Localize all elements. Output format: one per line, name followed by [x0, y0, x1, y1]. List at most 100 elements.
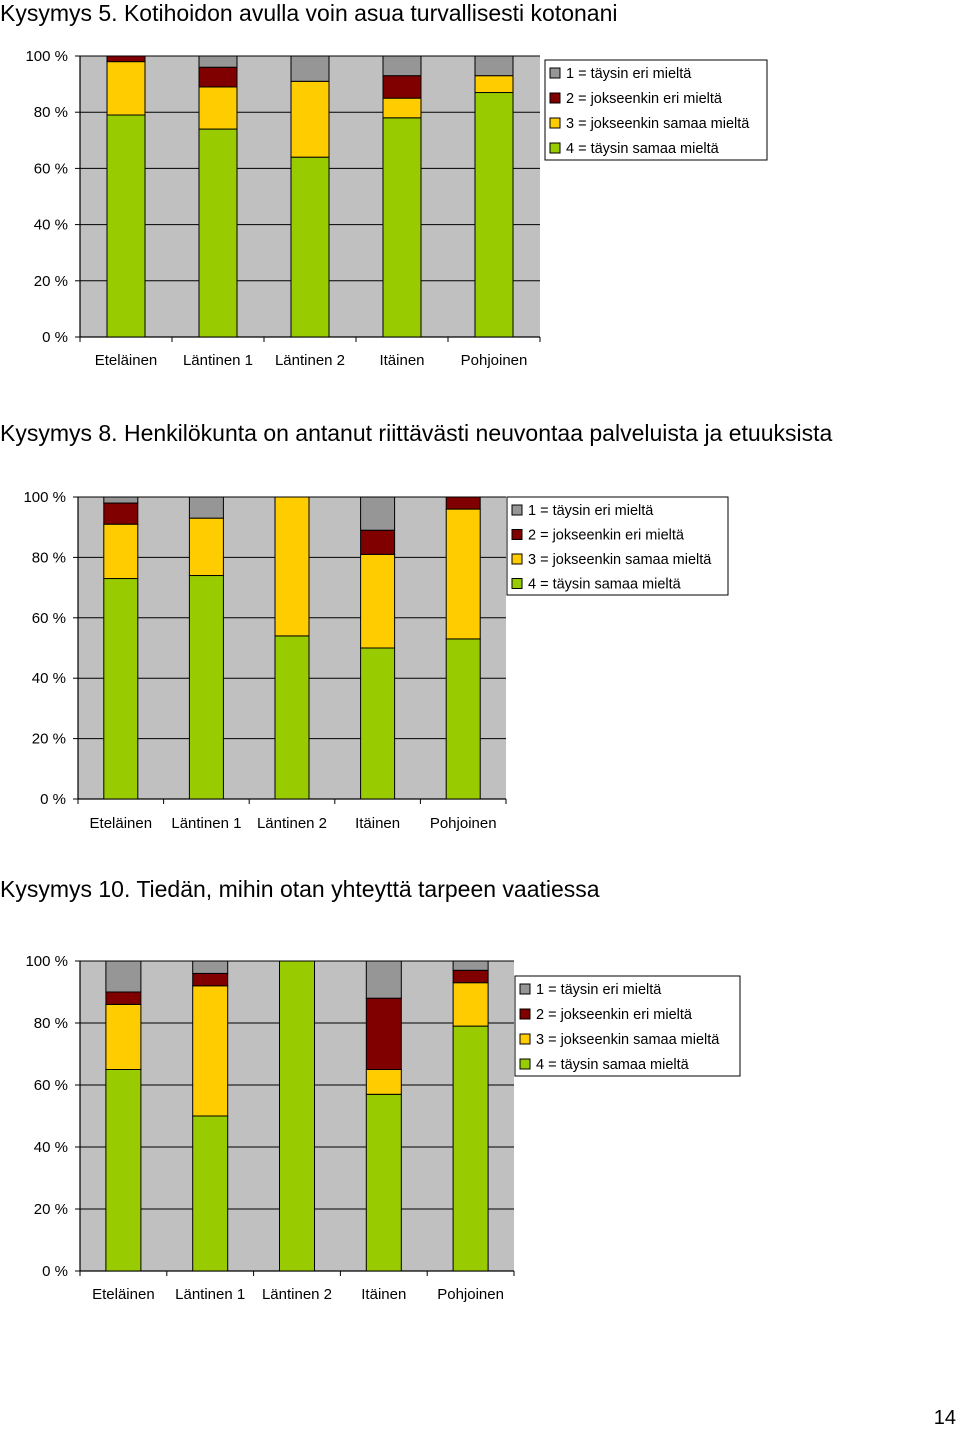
- y-tick-label: 100 %: [23, 489, 66, 506]
- chart-q5-svg: 0 % 20 % 40 % 60 % 80 % 100 % Eteläinen Läntine…: [25, 48, 768, 369]
- y-tick-label: 60 %: [32, 610, 66, 627]
- chart-q10-svg: 0 % 20 % 40 % 60 % 80 % 100 % Eteläinen Läntine…: [25, 953, 741, 1303]
- bar-segment: [365, 1069, 402, 1095]
- bar-segment: [274, 496, 310, 637]
- bar-segment: [474, 75, 514, 94]
- y-tick-label: 80 %: [34, 104, 68, 121]
- bar-segment: [279, 960, 315, 1272]
- legend-swatch: [519, 1033, 531, 1045]
- bar-segment: [382, 75, 422, 99]
- y-tick-label: 40 %: [32, 670, 66, 687]
- bar-segment: [188, 575, 224, 800]
- chart-q8-svg: 0 % 20 % 40 % 60 % 80 % 100 % Eteläinen Läntine…: [23, 489, 729, 832]
- chart-title: Kysymys 8. Henkilökunta on antanut riitt…: [0, 420, 833, 446]
- bar-segment: [290, 55, 330, 82]
- y-tick-label: 20 %: [34, 273, 68, 290]
- x-tick-label: Itäinen: [355, 815, 400, 832]
- legend-swatch: [511, 504, 523, 516]
- legend-label: 1 = täysin eri mieltä: [528, 503, 654, 519]
- x-tick-label: Pohjoinen: [430, 815, 497, 832]
- bar-segment: [192, 960, 229, 974]
- bar-segment: [360, 496, 396, 531]
- legend-label: 2 = jokseenkin eri mieltä: [528, 528, 685, 544]
- legend-label: 2 = jokseenkin eri mieltä: [536, 1007, 693, 1023]
- legend-swatch: [511, 578, 523, 589]
- bar-segment: [474, 92, 514, 338]
- x-tick-label: Pohjoinen: [461, 352, 528, 369]
- legend-swatch: [549, 67, 561, 79]
- y-tick-label: 80 %: [32, 549, 66, 566]
- y-tick-label: 40 %: [34, 1139, 68, 1156]
- y-tick-label: 40 %: [34, 217, 68, 234]
- bar-segment: [445, 638, 481, 800]
- bar-segment: [274, 635, 310, 800]
- bar-segment: [198, 55, 238, 68]
- bar-segment: [103, 502, 139, 525]
- y-tick-label: 0 %: [40, 791, 66, 808]
- x-tick-label: Pohjoinen: [437, 1286, 504, 1303]
- chart-title: Kysymys 5. Kotihoidon avulla voin asua t…: [0, 0, 618, 26]
- bar-segment: [445, 496, 481, 510]
- chart-title: Kysymys 10. Tiedän, mihin otan yhteyttä …: [0, 876, 600, 902]
- legend-swatch: [519, 983, 531, 995]
- legend-label: 3 = jokseenkin samaa mieltä: [536, 1032, 720, 1048]
- bar-segment: [382, 97, 422, 119]
- y-tick-label: 20 %: [32, 731, 66, 748]
- bar-segment: [192, 1115, 229, 1272]
- x-tick-label: Eteläinen: [92, 1286, 155, 1303]
- page-number: 14: [933, 1407, 956, 1429]
- bar-segment: [103, 523, 139, 580]
- bar-segment: [290, 80, 330, 158]
- bar-segment: [106, 114, 146, 338]
- legend-label: 2 = jokseenkin eri mieltä: [566, 91, 723, 107]
- bar-segment: [365, 960, 402, 999]
- x-tick-label: Läntinen 2: [262, 1286, 332, 1303]
- x-tick-label: Itäinen: [361, 1286, 406, 1303]
- legend-label: 4 = täysin samaa mieltä: [528, 577, 682, 593]
- bar-segment: [103, 578, 139, 800]
- bar-segment: [106, 55, 146, 63]
- bar-segment: [365, 1093, 402, 1272]
- chart-q5: Kysymys 5. Kotihoidon avulla voin asua t…: [0, 0, 960, 390]
- bar-segment: [192, 972, 229, 987]
- bar-segment: [474, 55, 514, 77]
- x-tick-label: Läntinen 1: [171, 815, 241, 832]
- bar-segment: [198, 128, 238, 338]
- bar-segment: [105, 1069, 142, 1272]
- legend-swatch: [519, 1058, 531, 1070]
- legend-label: 3 = jokseenkin samaa mieltä: [528, 552, 712, 568]
- legend-box: [514, 975, 741, 1077]
- y-tick-label: 100 %: [25, 48, 68, 65]
- bar-segment: [360, 647, 396, 800]
- bar-segment: [188, 517, 224, 577]
- bar-segment: [382, 117, 422, 338]
- y-tick-label: 0 %: [42, 329, 68, 346]
- x-tick-label: Eteläinen: [90, 815, 153, 832]
- legend-swatch: [549, 142, 561, 154]
- y-tick-label: 100 %: [25, 953, 68, 970]
- legend-label: 1 = täysin eri mieltä: [536, 982, 662, 998]
- legend-swatch: [511, 529, 523, 540]
- bar-segment: [452, 960, 489, 971]
- bar-segment: [360, 553, 396, 649]
- y-tick-label: 0 %: [42, 1263, 68, 1280]
- y-tick-label: 60 %: [34, 160, 68, 177]
- bar-segment: [452, 969, 489, 984]
- x-tick-label: Läntinen 1: [175, 1286, 245, 1303]
- x-tick-label: Läntinen 2: [275, 352, 345, 369]
- x-tick-label: Itäinen: [379, 352, 424, 369]
- bar-segment: [105, 1003, 142, 1070]
- legend-swatch: [549, 92, 561, 104]
- legend-label: 1 = täysin eri mieltä: [566, 66, 692, 82]
- x-tick-label: Eteläinen: [95, 352, 158, 369]
- y-tick-label: 20 %: [34, 1201, 68, 1218]
- bar-segment: [105, 991, 142, 1005]
- bar-segment: [360, 529, 396, 555]
- legend-box: [506, 496, 729, 596]
- x-tick-label: Läntinen 1: [183, 352, 253, 369]
- bar-segment: [105, 960, 142, 993]
- bar-segment: [106, 61, 146, 116]
- y-tick-label: 60 %: [34, 1077, 68, 1094]
- legend-swatch: [549, 117, 561, 129]
- bar-segment: [365, 997, 402, 1071]
